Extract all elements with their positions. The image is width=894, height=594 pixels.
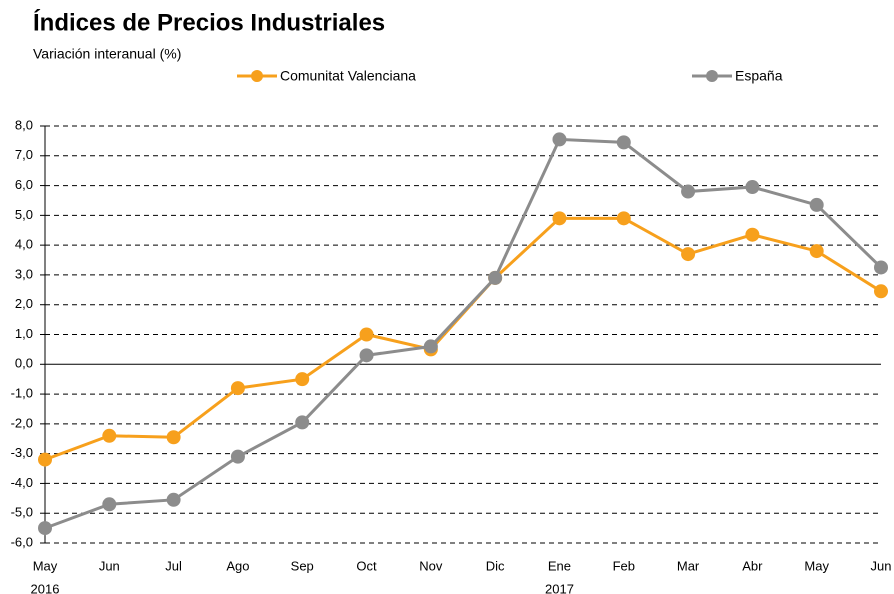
y-tick-label: -3,0: [11, 445, 33, 460]
y-tick-label: 2,0: [15, 296, 33, 311]
y-tick-label: -4,0: [11, 475, 33, 490]
y-tick-label: -1,0: [11, 386, 33, 401]
point: [809, 197, 824, 212]
x-tick-label: Jun: [99, 558, 120, 573]
legend-label: España: [735, 68, 783, 84]
point: [230, 449, 245, 464]
point: [295, 372, 310, 387]
point: [359, 348, 374, 363]
legend-label: Comunitat Valenciana: [280, 68, 416, 84]
point: [745, 180, 760, 195]
x-tick-label: Sep: [291, 558, 314, 573]
series-line: [44, 137, 883, 530]
point: [102, 497, 117, 512]
x-tick-label: Jun: [871, 558, 892, 573]
y-tick-label: 4,0: [15, 237, 33, 252]
point: [552, 132, 567, 147]
point: [874, 260, 888, 275]
point: [681, 184, 696, 199]
point: [166, 492, 181, 507]
point: [616, 211, 631, 226]
legend-marker: [251, 70, 263, 82]
x-tick-label: Nov: [419, 558, 443, 573]
point: [874, 284, 888, 299]
y-tick-label: 5,0: [15, 207, 33, 222]
x-tick-label: Feb: [613, 558, 635, 573]
y-tick-label: -5,0: [11, 505, 33, 520]
point: [552, 211, 567, 226]
y-tick-label: 3,0: [15, 266, 33, 281]
point: [616, 135, 631, 150]
point: [38, 452, 52, 467]
point: [745, 227, 760, 242]
x-tick-label: May: [804, 558, 829, 573]
legend-marker: [706, 70, 718, 82]
point: [809, 244, 824, 259]
y-tick-label: 6,0: [15, 177, 33, 192]
x-year-label: 2016: [31, 581, 60, 594]
chart-title: Índices de Precios Industriales: [33, 8, 385, 36]
point: [423, 339, 438, 354]
y-tick-label: 7,0: [15, 147, 33, 162]
y-tick-label: -6,0: [11, 534, 33, 549]
x-tick-label: Jul: [165, 558, 182, 573]
y-tick-label: -2,0: [11, 415, 33, 430]
x-year-label: 2017: [545, 581, 574, 594]
point: [166, 430, 181, 445]
x-tick-label: Dic: [486, 558, 505, 573]
x-tick-label: May: [33, 558, 58, 573]
point: [681, 247, 696, 262]
y-tick-label: 0,0: [15, 356, 33, 371]
point: [38, 521, 52, 536]
x-tick-label: Oct: [356, 558, 377, 573]
point: [230, 381, 245, 396]
x-tick-label: Abr: [742, 558, 763, 573]
x-tick-label: Ene: [548, 558, 571, 573]
point: [102, 428, 117, 443]
y-tick-label: 1,0: [15, 326, 33, 341]
y-tick-label: 8,0: [15, 117, 33, 132]
x-tick-label: Mar: [677, 558, 700, 573]
point: [359, 327, 374, 342]
chart-subtitle: Variación interanual (%): [33, 46, 181, 62]
x-tick-label: Ago: [226, 558, 249, 573]
point: [488, 270, 503, 285]
point: [295, 415, 310, 430]
